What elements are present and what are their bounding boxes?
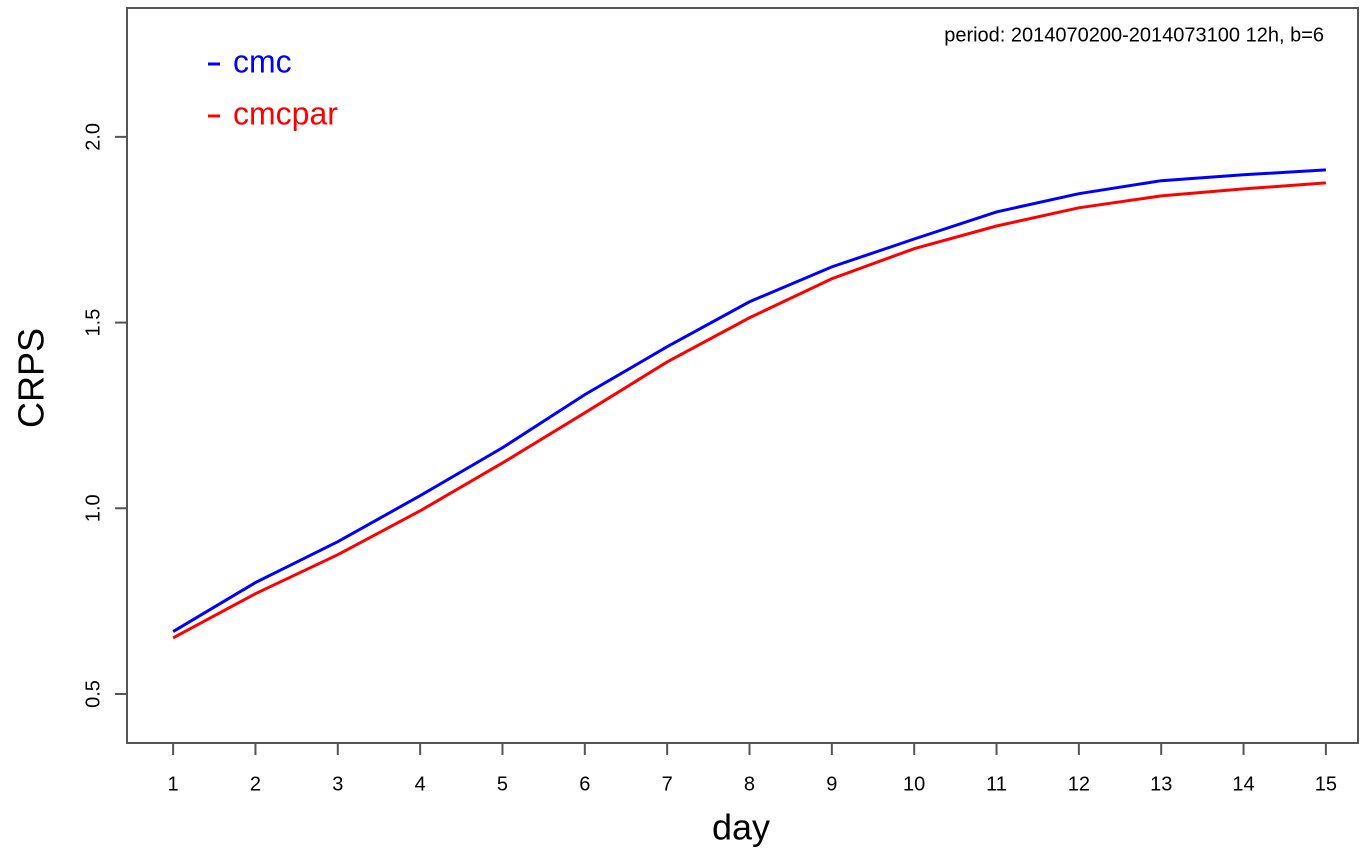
x-tick-label: 13 — [1150, 773, 1172, 795]
x-tick-label: 6 — [579, 773, 590, 795]
annotation: period: 2014070200-2014073100 12h, b=6 — [944, 24, 1324, 46]
y-tick-label: 0.5 — [82, 680, 104, 708]
legend-label: cmcpar — [233, 95, 338, 131]
series-line — [172, 181, 1326, 640]
x-tick-label: 1 — [168, 773, 179, 795]
x-tick-label: 11 — [986, 773, 1007, 795]
x-tick-label: 9 — [826, 773, 837, 795]
x-tick-label: 14 — [1232, 773, 1254, 795]
y-axis-label: CRPS — [11, 328, 52, 428]
y-tick-label: 1.0 — [82, 494, 104, 522]
y-tick-label: 2.0 — [82, 123, 104, 151]
x-tick-label: 3 — [332, 773, 343, 795]
x-tick-label: 15 — [1315, 773, 1337, 795]
x-tick-label: 7 — [662, 773, 673, 795]
x-tick-label: 12 — [1068, 773, 1090, 795]
legend-label: cmc — [233, 43, 292, 79]
x-tick-label: 4 — [415, 773, 426, 795]
x-tick-label: 8 — [744, 773, 755, 795]
x-tick-label: 5 — [497, 773, 508, 795]
x-tick-label: 2 — [250, 773, 261, 795]
plot-frame — [126, 7, 1359, 744]
x-axis-label: day — [712, 807, 770, 848]
x-tick-label: 10 — [903, 773, 925, 795]
series-line — [172, 168, 1326, 633]
y-tick-label: 1.5 — [82, 309, 104, 337]
